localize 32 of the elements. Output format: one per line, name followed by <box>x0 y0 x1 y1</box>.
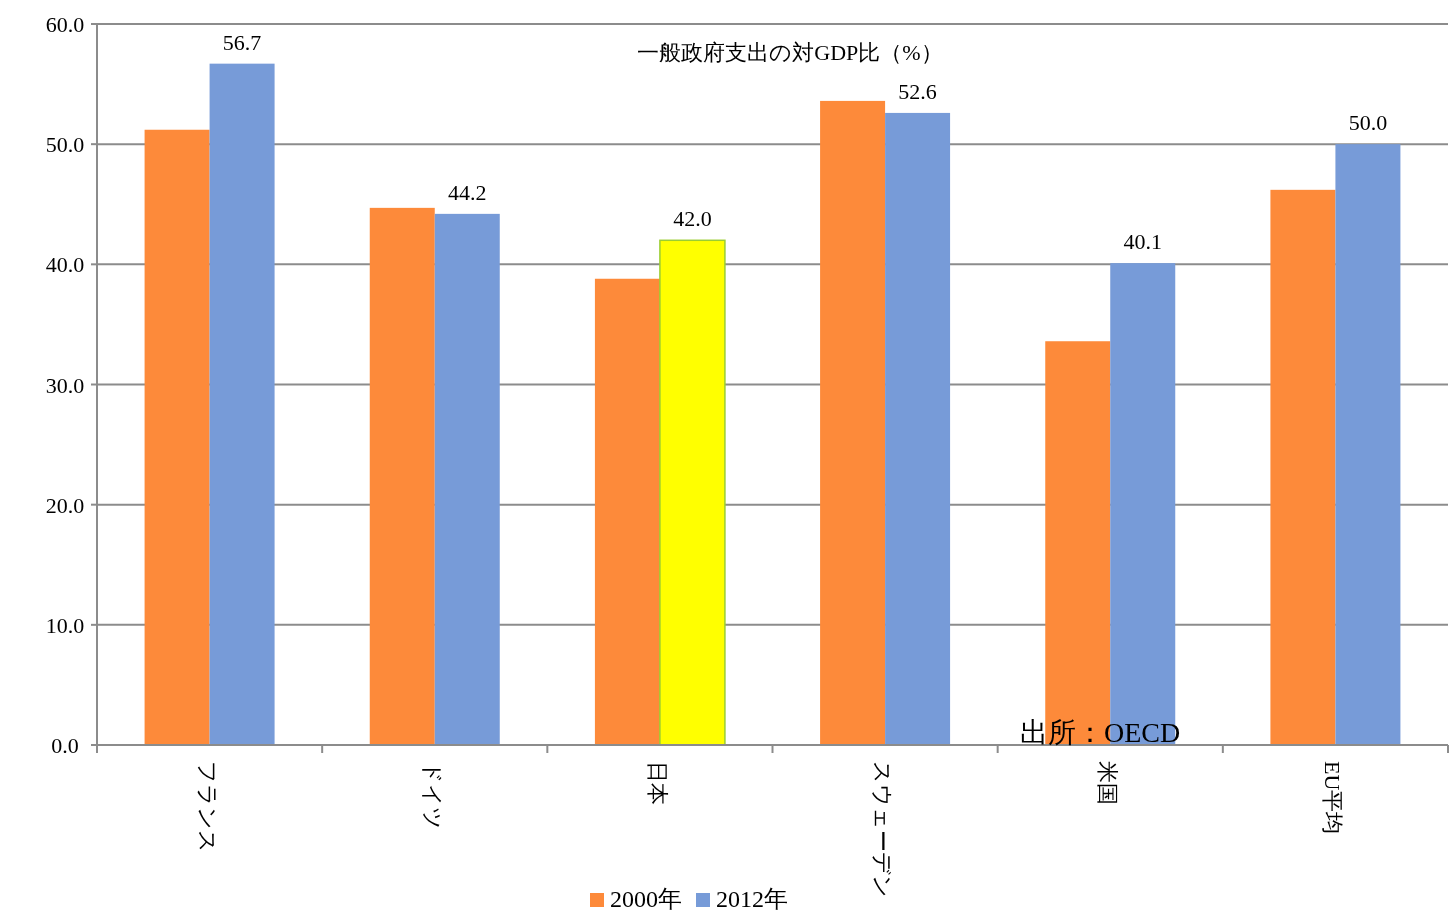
x-tick-label: ドイツ <box>419 761 445 830</box>
legend-label: 2000年 <box>610 886 682 912</box>
x-tick-label: スウェーデン <box>870 761 896 898</box>
bar <box>434 213 500 745</box>
y-tick-label: 40.0 <box>45 252 85 278</box>
bar <box>369 207 435 745</box>
data-label: 42.0 <box>673 206 712 232</box>
y-tick-label: 0.0 <box>51 733 79 758</box>
bar <box>820 100 886 745</box>
y-tick-label: 10.0 <box>45 612 85 638</box>
bar <box>1335 144 1401 745</box>
bar <box>209 63 275 745</box>
y-tick-label: 20.0 <box>45 492 85 518</box>
x-tick-label: 米国 <box>1095 761 1121 805</box>
data-label: 52.6 <box>898 78 937 104</box>
text: 一般政府支出の対GDP比（%） <box>637 40 943 65</box>
y-tick-label: 30.0 <box>45 372 85 398</box>
data-label: 50.0 <box>1348 110 1388 136</box>
bar <box>144 129 210 745</box>
legend-label: 2012年 <box>716 886 788 912</box>
x-tick-label: フランス <box>194 761 220 853</box>
data-label: 56.7 <box>222 29 262 55</box>
bar <box>594 278 660 745</box>
data-label: 44.2 <box>448 179 487 205</box>
y-tick-label: 50.0 <box>45 132 85 158</box>
x-tick-label: 日本 <box>644 761 670 805</box>
x-tick-label: EU平均 <box>1320 761 1346 835</box>
bar <box>885 112 951 745</box>
y-tick-label: 60.0 <box>45 12 85 37</box>
bar <box>659 239 726 746</box>
bar <box>1270 189 1336 745</box>
data-label: 40.1 <box>1123 229 1162 255</box>
